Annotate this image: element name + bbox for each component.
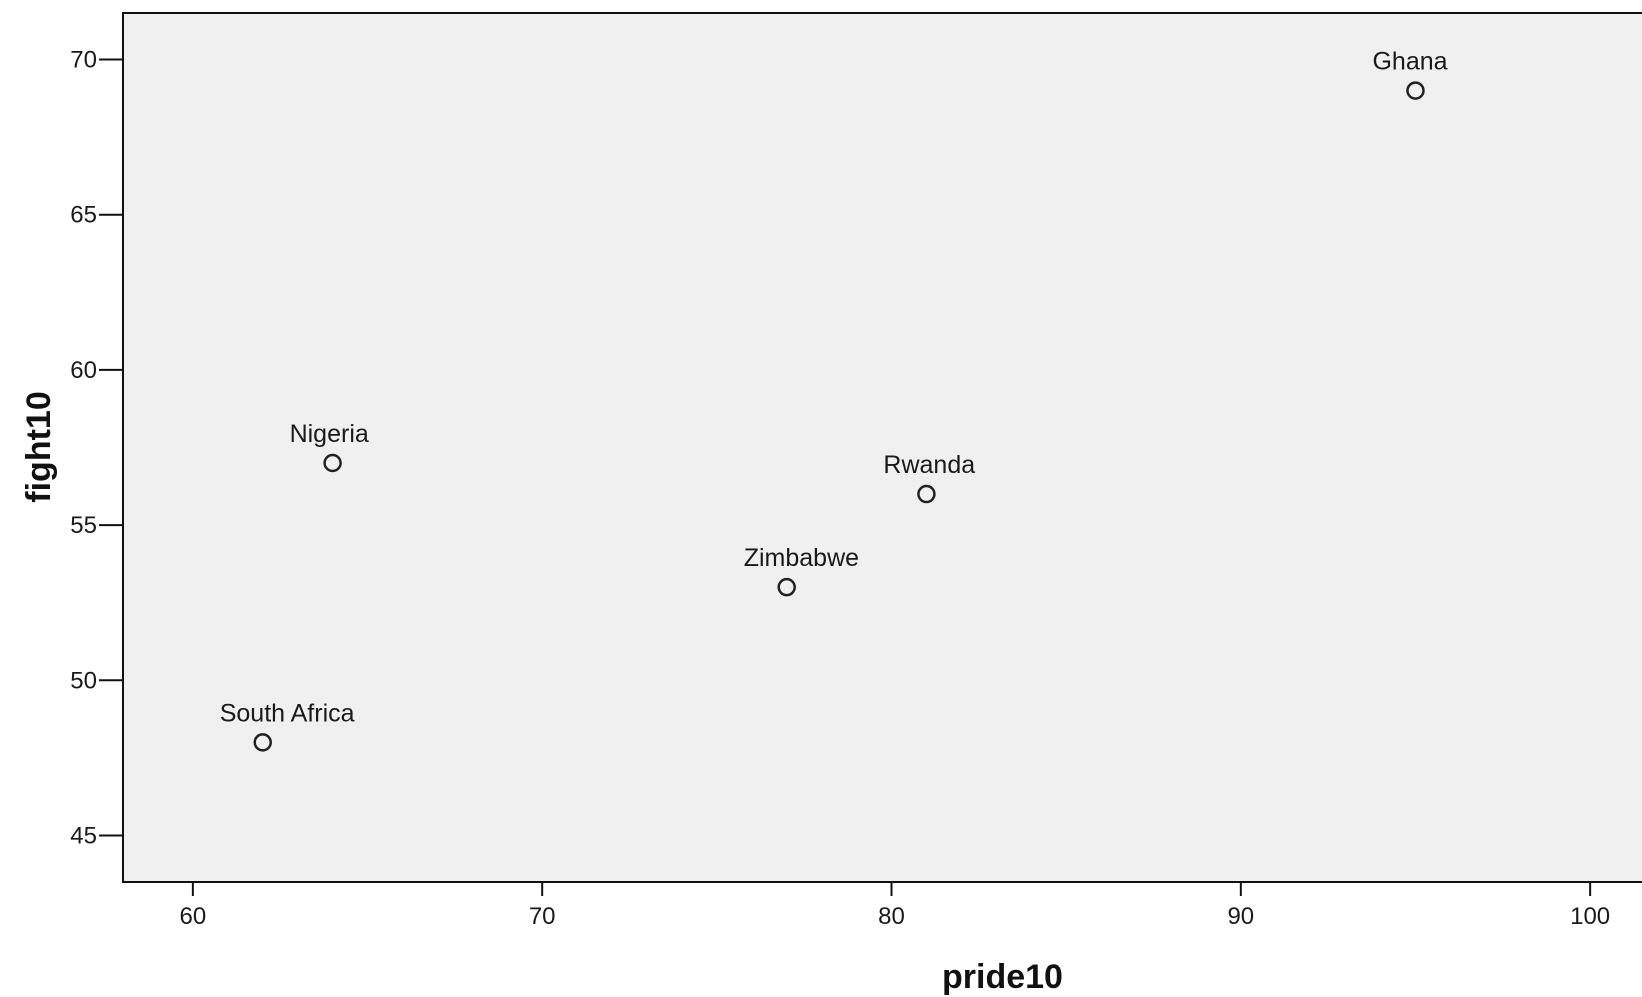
y-tick-label: 65 [70,202,97,229]
data-point [323,453,342,473]
x-tick-label: 80 [878,903,905,930]
y-tick-label: 50 [70,667,97,694]
y-tick-label: 60 [70,357,97,384]
y-axis: 45 50 55 60 65 70 [70,47,123,849]
x-tick-label: 100 [1570,903,1610,930]
data-point [253,733,272,752]
plot-area [122,12,1642,883]
data-point-label: Ghana [1372,48,1447,76]
x-tick-label: 90 [1227,903,1254,930]
data-point-label: Rwanda [883,451,975,479]
data-point [1406,81,1425,100]
y-tick-label: 70 [70,47,97,74]
x-axis: 60 70 80 90 100 [180,882,1610,930]
data-point-label: Nigeria [290,420,369,448]
y-tick-label: 55 [70,512,97,539]
data-points: Ghana Nigeria Rwanda Zimbabwe South Africa [220,48,1448,752]
data-point-label: Zimbabwe [744,544,859,572]
y-tick-label: 45 [70,822,97,849]
y-axis-title: fight10 [20,391,58,502]
data-point-label: South Africa [220,699,355,727]
data-point [917,484,936,504]
data-point [777,577,796,597]
x-tick-label: 60 [180,903,207,930]
x-tick-label: 70 [529,903,556,930]
x-axis-title: pride10 [942,958,1063,996]
